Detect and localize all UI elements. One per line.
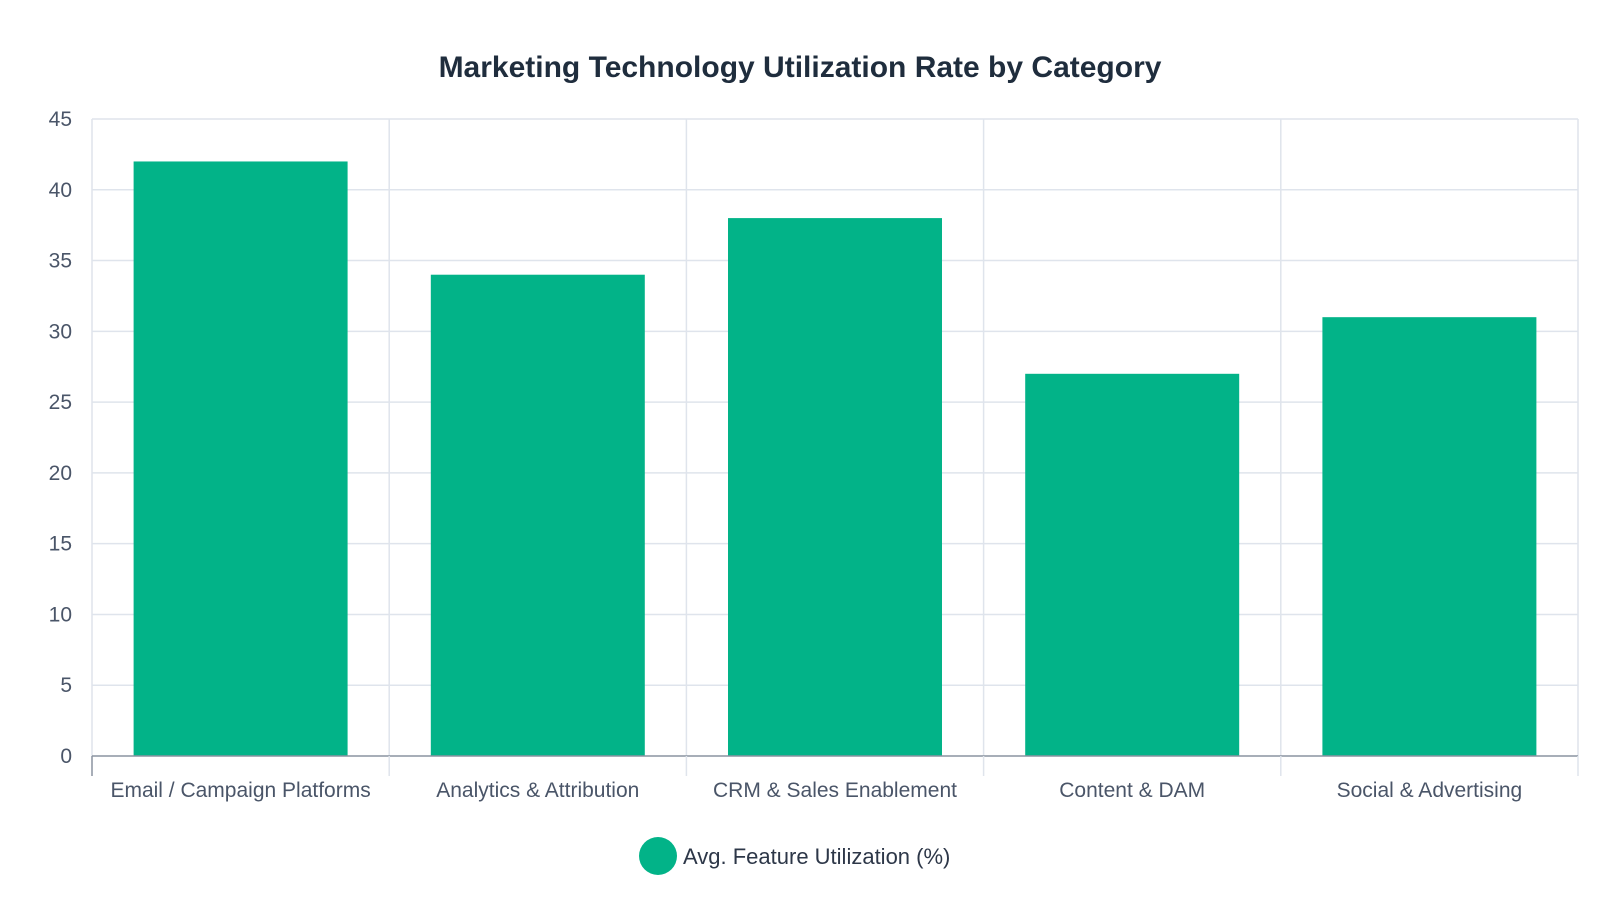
bar	[728, 218, 942, 757]
bar	[133, 161, 348, 756]
y-tick-label: 40	[49, 179, 72, 202]
x-tick-label: Email / Campaign Platforms	[110, 779, 370, 802]
y-tick-label: 35	[49, 250, 72, 273]
legend-swatch-icon	[639, 837, 677, 875]
y-tick-label: 10	[49, 603, 72, 626]
legend-label: Avg. Feature Utilization (%)	[683, 844, 950, 869]
x-tick-label: CRM & Sales Enablement	[713, 779, 957, 802]
bar	[1322, 317, 1537, 756]
x-tick-label: Analytics & Attribution	[436, 779, 639, 802]
y-tick-label: 45	[49, 108, 72, 131]
y-tick-label: 25	[49, 391, 72, 414]
y-tick-label: 5	[60, 674, 72, 697]
x-tick-label: Content & DAM	[1059, 779, 1205, 802]
y-tick-label: 0	[60, 745, 72, 768]
chart-title: Marketing Technology Utilization Rate by…	[439, 51, 1162, 84]
y-tick-label: 15	[49, 533, 72, 556]
y-tick-label: 30	[49, 320, 72, 343]
bar	[1025, 373, 1240, 756]
x-tick-label: Social & Advertising	[1337, 779, 1523, 802]
axes: 0 5 10 15 20 25 30 35 40 45 Email / Campaign Platf…	[49, 108, 1579, 802]
bars	[133, 161, 1537, 757]
legend: Avg. Feature Utilization (%)	[639, 837, 950, 875]
bar	[430, 274, 645, 756]
y-tick-label: 20	[49, 462, 72, 485]
